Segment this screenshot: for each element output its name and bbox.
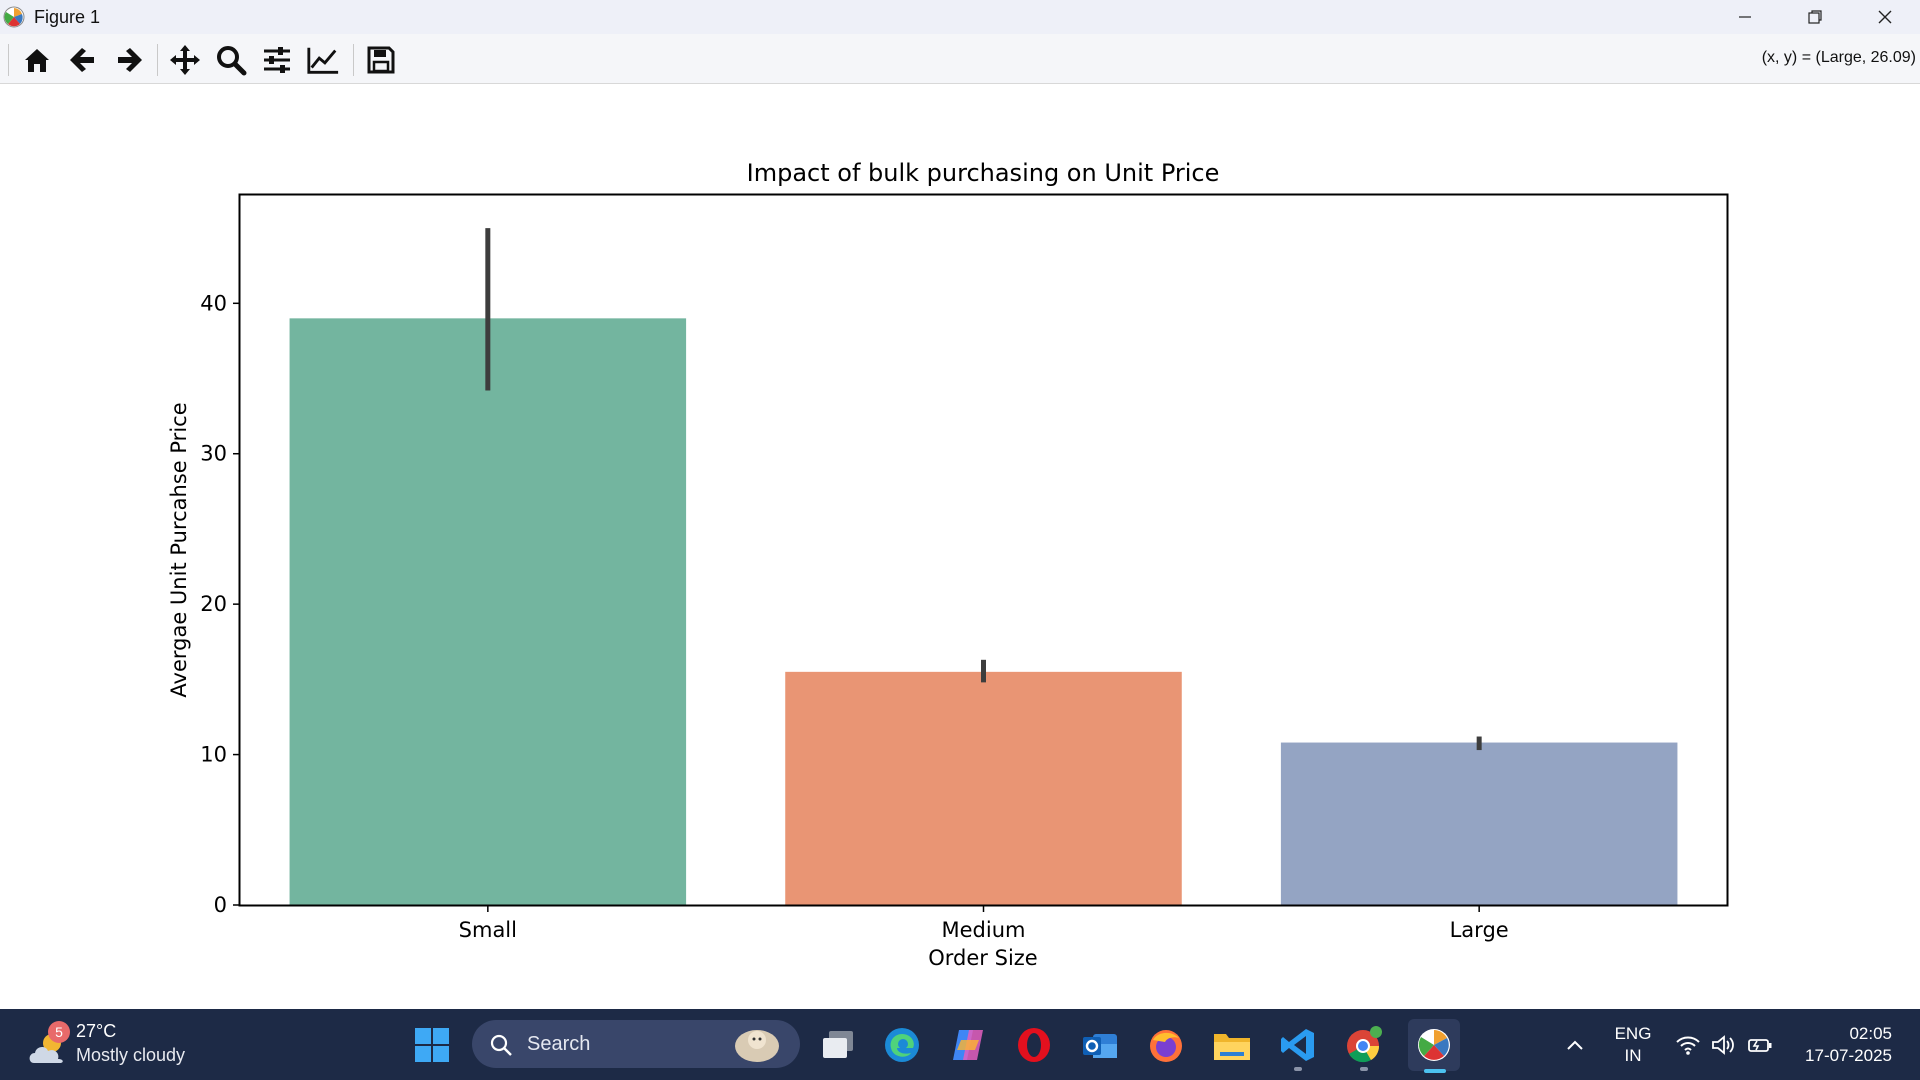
bar-small — [289, 318, 687, 905]
close-button[interactable] — [1850, 0, 1920, 34]
vscode-icon — [1281, 1029, 1314, 1061]
input-language[interactable]: ENG IN — [1612, 1023, 1654, 1067]
figure-canvas[interactable]: 0 10 20 30 40 Small Medium Large Impact of bul… — [0, 85, 1920, 1009]
y-tick-label: 40 — [200, 291, 227, 315]
start-icon — [415, 1028, 449, 1062]
x-tick-label: Large — [1450, 918, 1509, 942]
edge-icon — [885, 1028, 919, 1062]
home-icon — [25, 49, 49, 72]
y-tick-label: 0 — [214, 893, 227, 917]
toolbar-separator — [353, 44, 354, 76]
x-tick-label: Small — [459, 918, 517, 942]
region-code: IN — [1624, 1046, 1642, 1065]
matplotlib-app[interactable] — [1408, 1019, 1460, 1073]
save-icon — [367, 46, 395, 74]
clock-time: 02:05 — [1849, 1024, 1892, 1043]
title-bar: Figure 1 — [0, 0, 1920, 34]
pan-icon — [170, 45, 200, 75]
firefox-app[interactable] — [1144, 1023, 1188, 1067]
battery-status[interactable] — [1746, 1031, 1774, 1059]
wifi-status[interactable] — [1674, 1031, 1702, 1059]
toolbar-separator — [157, 44, 158, 76]
copilot-icon — [953, 1030, 983, 1060]
y-tick-label: 10 — [200, 743, 227, 767]
bar-large — [1280, 742, 1678, 905]
weather-badge: 5 — [48, 1021, 70, 1043]
back-button[interactable] — [66, 43, 100, 77]
chevron-up-icon — [1567, 1040, 1583, 1050]
configure-subplots-icon — [264, 47, 290, 73]
firefox-icon — [1150, 1030, 1182, 1062]
minimize-icon — [1739, 16, 1751, 18]
zoom-icon — [217, 46, 247, 76]
x-tick-label: Medium — [942, 918, 1026, 942]
running-indicator — [1294, 1067, 1302, 1071]
wifi-icon — [1676, 1036, 1700, 1055]
x-axis-label: Order Size — [928, 946, 1037, 970]
battery-icon — [1748, 1039, 1772, 1052]
back-icon — [70, 48, 94, 72]
y-tick-label: 30 — [200, 442, 227, 466]
forward-icon — [118, 48, 142, 72]
weather-description: Mostly cloudy — [76, 1045, 186, 1065]
taskbar: 5 27°C Mostly cloudy Search — [0, 1009, 1920, 1080]
navigation-toolbar: (x, y) = (Large, 26.09) — [0, 34, 1920, 84]
pan-button[interactable] — [168, 43, 202, 77]
language-code: ENG — [1614, 1024, 1652, 1043]
weather-widget[interactable]: 5 27°C Mostly cloudy — [26, 1021, 226, 1069]
start-button[interactable] — [410, 1023, 454, 1067]
save-button[interactable] — [364, 43, 398, 77]
system-clock[interactable]: 02:05 17-07-2025 — [1805, 1023, 1892, 1067]
opera-app[interactable] — [1012, 1023, 1056, 1067]
running-indicator — [1360, 1067, 1368, 1071]
bar-chart: 0 10 20 30 40 Small Medium Large Impact of bul… — [167, 159, 1729, 970]
matplotlib-icon — [1418, 1029, 1450, 1061]
vscode-app[interactable] — [1276, 1023, 1320, 1071]
chrome-icon — [1347, 1026, 1382, 1063]
show-hidden-icons-button[interactable] — [1562, 1031, 1588, 1059]
volume-icon — [1712, 1035, 1734, 1055]
search-placeholder: Search — [527, 1033, 591, 1055]
toolbar-separator — [8, 44, 9, 76]
clock-date: 17-07-2025 — [1805, 1046, 1892, 1065]
forward-button[interactable] — [112, 43, 146, 77]
active-indicator — [1424, 1069, 1446, 1073]
close-icon — [1878, 10, 1892, 24]
y-tick-label: 20 — [200, 592, 227, 616]
volume-status[interactable] — [1710, 1031, 1738, 1059]
task-view-button[interactable] — [816, 1023, 860, 1067]
file-explorer-icon — [1214, 1034, 1250, 1060]
coordinate-readout: (x, y) = (Large, 26.09) — [1761, 49, 1916, 66]
taskbar-search[interactable]: Search — [472, 1020, 800, 1068]
edit-axes-icon — [307, 47, 339, 74]
chart-title: Impact of bulk purchasing on Unit Price — [747, 159, 1220, 187]
outlook-app[interactable] — [1078, 1023, 1122, 1067]
matplotlib-logo-icon — [3, 6, 25, 28]
home-button[interactable] — [20, 43, 54, 77]
weather-temperature: 27°C — [76, 1021, 117, 1041]
restore-icon — [1808, 10, 1822, 24]
edit-axes-button[interactable] — [306, 43, 340, 77]
y-axis-label: Avergae Unit Purcahse Price — [167, 402, 191, 697]
bar-medium — [785, 671, 1182, 905]
edge-app[interactable] — [880, 1023, 924, 1067]
opera-icon — [1018, 1028, 1050, 1062]
search-icon — [490, 1034, 512, 1056]
window-title: Figure 1 — [34, 6, 101, 27]
task-view-icon — [823, 1031, 853, 1058]
outlook-icon — [1083, 1034, 1117, 1058]
configure-subplots-button[interactable] — [260, 43, 294, 77]
zoom-button[interactable] — [214, 43, 248, 77]
copilot-app[interactable] — [946, 1023, 990, 1067]
minimize-button[interactable] — [1710, 0, 1780, 34]
window-controls — [1710, 0, 1920, 34]
search-highlight-icon — [735, 1030, 779, 1062]
chrome-app[interactable] — [1342, 1023, 1386, 1071]
restore-button[interactable] — [1780, 0, 1850, 34]
file-explorer-app[interactable] — [1210, 1023, 1254, 1067]
